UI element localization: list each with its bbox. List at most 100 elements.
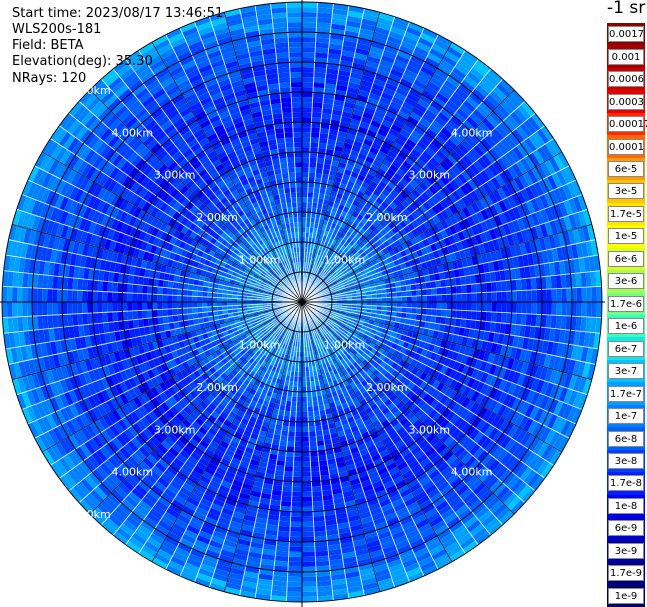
gate-cell bbox=[344, 96, 357, 104]
gate-cell bbox=[367, 411, 376, 419]
gate-cell bbox=[471, 310, 477, 321]
gate-cell bbox=[533, 181, 545, 197]
gate-cell bbox=[340, 338, 347, 345]
gate-cell bbox=[281, 495, 292, 502]
gate-cell bbox=[357, 248, 365, 255]
gate-cell bbox=[330, 308, 337, 312]
gate-cell bbox=[321, 113, 332, 120]
gate-cell bbox=[370, 41, 386, 50]
gate-cell bbox=[511, 232, 520, 246]
gate-cell bbox=[339, 232, 346, 240]
gate-cell bbox=[315, 270, 320, 277]
gate-cell bbox=[450, 149, 462, 162]
gate-cell bbox=[302, 107, 313, 113]
gate-cell bbox=[466, 204, 476, 216]
gate-cell bbox=[339, 333, 345, 339]
gate-cell bbox=[454, 87, 469, 100]
gate-cell bbox=[302, 406, 308, 412]
gate-cell bbox=[466, 377, 476, 389]
gate-cell bbox=[362, 111, 374, 120]
gate-cell bbox=[466, 337, 474, 348]
gate-cell bbox=[415, 283, 422, 290]
gate-cell bbox=[519, 122, 533, 138]
gate-cell bbox=[331, 109, 343, 117]
gate-cell bbox=[530, 364, 539, 378]
gate-cell bbox=[531, 302, 537, 315]
gate-cell bbox=[352, 340, 359, 347]
gate-cell bbox=[327, 200, 335, 207]
gate-cell bbox=[557, 357, 567, 372]
gate-cell bbox=[302, 102, 313, 108]
gate-cell bbox=[355, 358, 363, 366]
gate-cell bbox=[561, 245, 569, 261]
gate-cell bbox=[403, 273, 410, 281]
gate-cell bbox=[391, 297, 397, 302]
gate-cell bbox=[403, 370, 412, 379]
gate-cell bbox=[378, 180, 388, 189]
gate-cell bbox=[385, 315, 391, 321]
gate-cell bbox=[558, 371, 568, 387]
gate-cell bbox=[406, 231, 415, 240]
gate-cell bbox=[316, 22, 332, 29]
gate-cell bbox=[339, 397, 347, 405]
gate-cell bbox=[573, 212, 583, 229]
gate-cell bbox=[350, 334, 357, 341]
gate-cell bbox=[427, 367, 436, 377]
gate-cell bbox=[450, 164, 462, 177]
gate-cell bbox=[498, 468, 512, 483]
gate-cell bbox=[462, 50, 479, 64]
gate-cell bbox=[489, 321, 496, 333]
gate-cell bbox=[340, 312, 346, 316]
gate-cell bbox=[566, 344, 574, 360]
gate-cell bbox=[500, 435, 512, 449]
gate-cell bbox=[327, 343, 332, 350]
gate-cell bbox=[463, 327, 470, 338]
gate-cell bbox=[563, 388, 574, 405]
gate-cell bbox=[493, 377, 503, 390]
gate-cell bbox=[480, 154, 493, 167]
gate-cell bbox=[410, 284, 417, 291]
gate-cell bbox=[563, 199, 574, 216]
gate-cell bbox=[484, 362, 493, 374]
gate-cell bbox=[320, 324, 326, 330]
gate-cell bbox=[405, 169, 416, 180]
gate-cell bbox=[422, 531, 437, 543]
gate-cell bbox=[413, 396, 423, 406]
gate-cell bbox=[471, 88, 487, 102]
gate-cell bbox=[422, 461, 435, 472]
gate-cell bbox=[382, 159, 392, 168]
gate-cell bbox=[503, 168, 515, 182]
gate-cell bbox=[379, 123, 391, 133]
gate-cell bbox=[563, 373, 573, 389]
gate-cell bbox=[367, 185, 376, 193]
gate-cell bbox=[334, 197, 342, 204]
gate-cell bbox=[388, 393, 398, 403]
gate-cell bbox=[469, 163, 480, 176]
gate-cell bbox=[507, 165, 519, 180]
gate-cell bbox=[543, 327, 551, 342]
gate-cell bbox=[337, 249, 343, 256]
gate-cell bbox=[471, 292, 477, 302]
gate-cell bbox=[541, 144, 554, 160]
gate-cell bbox=[321, 283, 327, 288]
gate-cell bbox=[504, 152, 516, 166]
gate-cell bbox=[546, 248, 554, 263]
gate-cell bbox=[451, 285, 457, 295]
gate-cell bbox=[425, 128, 438, 139]
gate-cell bbox=[434, 476, 447, 489]
gate-cell bbox=[323, 313, 329, 317]
gate-cell bbox=[335, 322, 341, 327]
gate-cell bbox=[507, 221, 516, 235]
gate-cell bbox=[329, 255, 335, 262]
gate-cell bbox=[309, 441, 318, 447]
gate-cell bbox=[429, 422, 440, 433]
gate-cell bbox=[457, 198, 467, 210]
gate-cell bbox=[595, 270, 602, 287]
gate-cell bbox=[512, 219, 521, 233]
gate-cell bbox=[416, 121, 429, 133]
gate-cell bbox=[344, 30, 360, 38]
gate-cell bbox=[540, 314, 547, 328]
gate-cell bbox=[374, 423, 384, 432]
gate-cell bbox=[426, 308, 432, 316]
gate-cell bbox=[443, 488, 457, 501]
